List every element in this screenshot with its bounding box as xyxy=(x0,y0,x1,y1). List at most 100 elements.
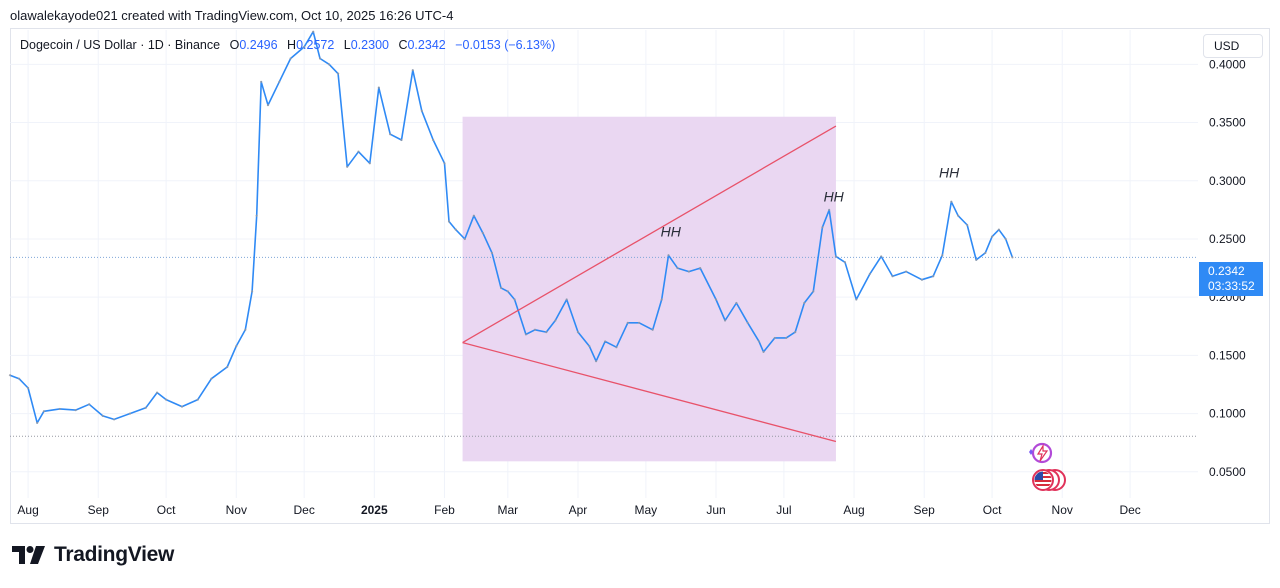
x-tick-label: 2025 xyxy=(361,503,388,517)
price-point xyxy=(794,331,797,334)
price-point xyxy=(463,237,466,241)
x-tick-label: Oct xyxy=(983,503,1002,517)
price-point xyxy=(88,403,91,406)
x-tick-label: Sep xyxy=(88,503,110,517)
event-badges[interactable] xyxy=(1024,440,1072,501)
price-point xyxy=(812,290,815,293)
price-point xyxy=(588,344,591,348)
price-point xyxy=(58,407,61,411)
price-point xyxy=(411,69,414,72)
price-point xyxy=(773,336,776,340)
y-tick-label: 0.2500 xyxy=(1209,232,1246,246)
x-tick-label: Mar xyxy=(497,503,518,517)
chart-frame xyxy=(10,28,1270,524)
price-point xyxy=(8,374,12,377)
price-point xyxy=(932,275,935,278)
symbol-label: Dogecoin / US Dollar · 1D · Binance xyxy=(20,38,221,52)
price-point xyxy=(210,377,213,380)
price-point xyxy=(834,255,838,258)
price-point xyxy=(155,391,159,394)
price-point xyxy=(74,409,77,412)
x-tick-label: Jun xyxy=(706,503,725,517)
x-tick-label: Aug xyxy=(843,503,864,517)
price-point xyxy=(637,321,641,324)
open-value: 0.2496 xyxy=(239,38,278,52)
price-point xyxy=(843,261,847,264)
close-value: 0.2342 xyxy=(407,38,446,52)
low-label: L xyxy=(343,38,351,52)
price-point xyxy=(880,255,883,258)
last-price-tag: 0.2342 03:33:52 xyxy=(1199,262,1263,296)
price-point xyxy=(868,272,871,275)
hh-label: HH xyxy=(661,224,682,240)
price-point xyxy=(490,251,494,255)
price-point xyxy=(576,331,580,334)
price-point xyxy=(1004,237,1007,241)
price-point xyxy=(984,251,987,255)
price-point xyxy=(975,258,978,262)
price-point xyxy=(443,162,446,165)
price-line xyxy=(9,30,1014,424)
price-point xyxy=(785,336,788,340)
price-point xyxy=(828,208,831,211)
tradingview-wordmark: TradingView xyxy=(54,543,175,566)
high-value: 0.2572 xyxy=(296,38,335,52)
price-point xyxy=(251,290,254,293)
price-point xyxy=(904,270,908,273)
price-point xyxy=(506,290,509,293)
x-tick-label: Sep xyxy=(914,503,936,517)
hh-label: HH xyxy=(939,164,960,180)
open-label: O xyxy=(229,38,240,52)
price-point xyxy=(447,220,451,223)
y-tick-label: 0.3000 xyxy=(1209,174,1246,188)
price-point xyxy=(17,377,21,380)
y-tick-label: 0.4000 xyxy=(1209,57,1246,71)
price-point xyxy=(524,333,528,336)
x-tick-label: Jul xyxy=(776,503,791,517)
price-point xyxy=(699,266,702,270)
price-point xyxy=(957,214,960,217)
price-point xyxy=(337,72,340,75)
price-point xyxy=(180,405,184,408)
price-point xyxy=(368,162,371,165)
trendline xyxy=(462,341,837,443)
price-point xyxy=(626,321,629,324)
price-point xyxy=(318,57,322,60)
price-point xyxy=(941,254,944,257)
price-point xyxy=(260,80,263,83)
price-point xyxy=(226,365,229,369)
price-point xyxy=(36,421,39,425)
price-point xyxy=(165,398,168,401)
price-point xyxy=(920,278,924,281)
us-flag-icon[interactable] xyxy=(1032,469,1066,491)
price-point xyxy=(346,165,349,168)
spark-icon[interactable] xyxy=(1029,442,1053,464)
y-tick-label: 0.1000 xyxy=(1209,407,1246,421)
price-point xyxy=(714,298,718,301)
currency-button[interactable]: USD xyxy=(1203,34,1263,58)
price-point xyxy=(112,418,116,421)
price-point xyxy=(615,346,618,349)
price-point xyxy=(432,138,435,142)
price-point xyxy=(128,412,132,415)
price-point xyxy=(554,319,557,322)
price-point xyxy=(667,254,670,257)
price-point xyxy=(1011,256,1014,259)
price-point xyxy=(990,235,994,238)
price-point xyxy=(997,228,1000,231)
tradingview-brand: TradingView xyxy=(12,543,174,567)
price-point xyxy=(651,328,654,331)
price-point xyxy=(454,228,457,231)
y-tick-label: 0.3500 xyxy=(1209,116,1246,130)
price-point xyxy=(196,398,199,401)
hh-label: HH xyxy=(824,189,845,205)
price-point xyxy=(545,331,548,334)
price-point xyxy=(594,360,598,363)
price-point xyxy=(533,328,537,331)
price-point xyxy=(565,298,568,301)
trendline xyxy=(462,125,837,344)
price-point xyxy=(42,410,46,413)
x-tick-label: Aug xyxy=(17,503,38,517)
x-tick-label: Apr xyxy=(569,503,588,517)
